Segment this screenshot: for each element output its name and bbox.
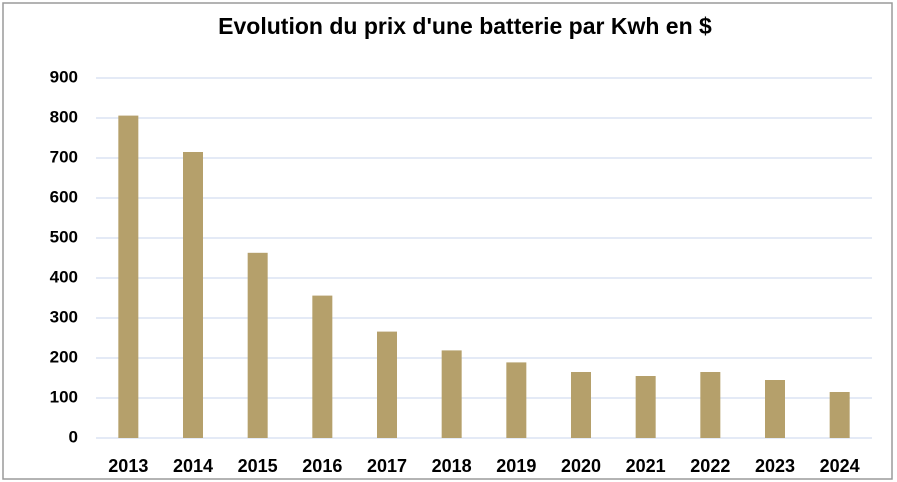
chart-title: Evolution du prix d'une batterie par Kwh… xyxy=(218,13,712,39)
y-tick-label: 900 xyxy=(50,67,78,86)
bar xyxy=(506,362,527,438)
y-tick-label: 400 xyxy=(50,267,78,286)
bar xyxy=(765,380,785,438)
y-tick-label: 0 xyxy=(69,427,78,446)
x-tick-label: 2024 xyxy=(820,456,860,476)
x-tick-label: 2017 xyxy=(367,456,407,476)
bar xyxy=(700,372,721,438)
x-tick-label: 2016 xyxy=(302,456,342,476)
x-tick-label: 2021 xyxy=(626,456,666,476)
x-tick-label: 2022 xyxy=(690,456,730,476)
x-tick-label: 2013 xyxy=(108,456,148,476)
bar xyxy=(377,331,397,438)
bar xyxy=(312,295,333,438)
y-tick-label: 200 xyxy=(50,347,78,366)
y-tick-label: 600 xyxy=(50,187,78,206)
y-tick-label: 500 xyxy=(50,227,78,246)
y-tick-label: 100 xyxy=(50,387,78,406)
bar xyxy=(635,376,656,438)
bar xyxy=(829,392,850,438)
bar xyxy=(441,350,462,438)
x-tick-label: 2014 xyxy=(173,456,213,476)
x-tick-label: 2018 xyxy=(432,456,472,476)
y-tick-label: 800 xyxy=(50,107,78,126)
x-tick-label: 2015 xyxy=(238,456,278,476)
x-tick-label: 2020 xyxy=(561,456,601,476)
bar xyxy=(571,372,591,438)
bar xyxy=(247,252,268,438)
x-tick-label: 2023 xyxy=(755,456,795,476)
x-tick-label: 2019 xyxy=(496,456,536,476)
y-tick-label: 300 xyxy=(50,307,78,326)
bar xyxy=(183,152,203,438)
bar xyxy=(118,115,139,438)
y-tick-label: 700 xyxy=(50,147,78,166)
